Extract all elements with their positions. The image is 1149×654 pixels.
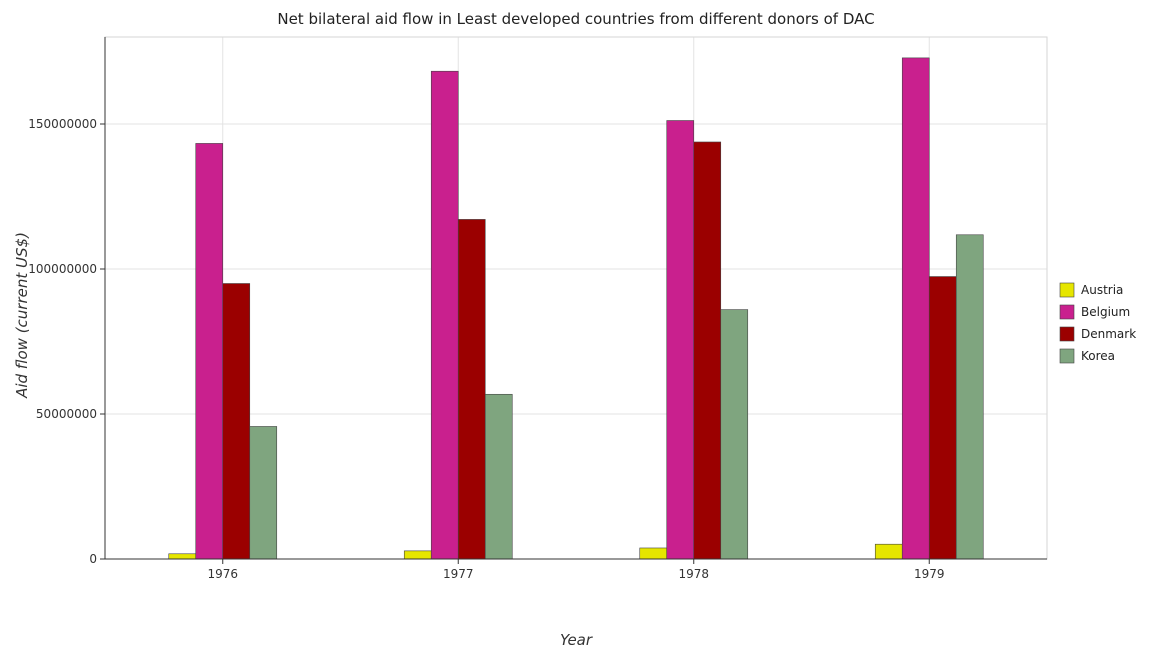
y-tick-label: 150000000	[28, 117, 97, 131]
bar-korea-1977	[484, 393, 513, 560]
bar-denmark-1978	[693, 141, 722, 560]
bar-denmark-1976	[222, 283, 251, 560]
y-axis-title: Aid flow (current US$)	[13, 232, 31, 399]
legend-swatch-denmark	[1059, 326, 1075, 342]
bar-belgium-1978	[666, 120, 695, 560]
legend-label-belgium: Belgium	[1081, 305, 1130, 319]
bar-belgium-1976	[195, 143, 224, 560]
x-tick-label: 1976	[207, 567, 238, 581]
bar-austria-1976	[168, 553, 197, 560]
y-tick-label: 50000000	[36, 407, 97, 421]
legend-label-korea: Korea	[1081, 349, 1115, 363]
bar-austria-1978	[639, 547, 668, 560]
legend-swatch-belgium	[1059, 304, 1075, 320]
x-tick-label: 1977	[443, 567, 474, 581]
bar-korea-1976	[249, 426, 278, 560]
chart-title: Net bilateral aid flow in Least develope…	[277, 10, 874, 28]
bar-belgium-1979	[901, 57, 930, 560]
bar-austria-1977	[403, 550, 432, 560]
bar-denmark-1979	[928, 276, 957, 560]
y-tick-label: 0	[89, 552, 97, 566]
bar-belgium-1977	[430, 70, 459, 560]
legend-label-denmark: Denmark	[1081, 327, 1136, 341]
y-tick-label: 100000000	[28, 262, 97, 276]
legend-swatch-austria	[1059, 282, 1075, 298]
x-tick-label: 1979	[914, 567, 945, 581]
bar-denmark-1977	[457, 219, 486, 560]
bar-korea-1979	[955, 234, 984, 560]
legend-label-austria: Austria	[1081, 283, 1123, 297]
legend-swatch-korea	[1059, 348, 1075, 364]
bars	[168, 57, 984, 560]
x-tick-label: 1978	[678, 567, 709, 581]
x-axis-title: Year	[560, 631, 593, 649]
bar-austria-1979	[874, 543, 903, 560]
bar-korea-1978	[720, 309, 749, 560]
legend: Austria Belgium Denmark Korea	[1059, 282, 1136, 364]
axes: 0 50000000 100000000 150000000 1976 1977 1978 1…	[28, 37, 1047, 581]
